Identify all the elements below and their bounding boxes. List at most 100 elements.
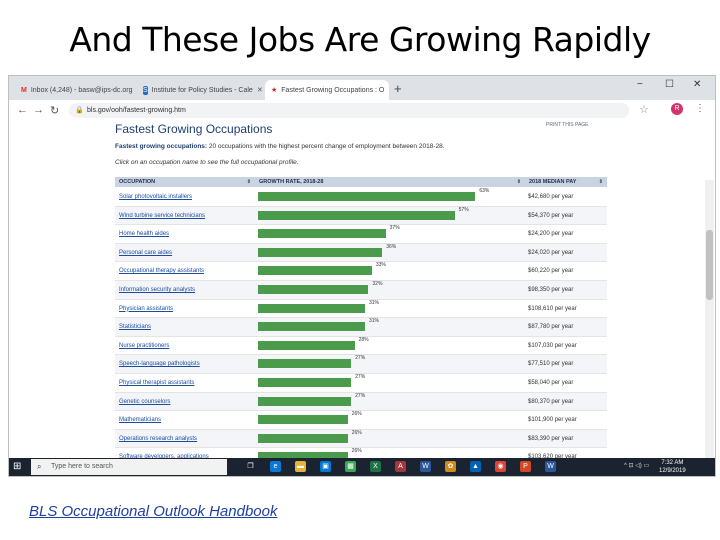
growth-bar xyxy=(258,378,352,387)
growth-bar xyxy=(258,340,355,350)
col-occupation-label: OCCUPATION xyxy=(119,179,156,185)
forward-button[interactable]: → xyxy=(33,104,44,116)
occupation-link[interactable]: Software developers, applications xyxy=(119,454,209,460)
address-bar-row: ← → ↻ 🔒 bls.gov/ooh/fastest-growing.htm … xyxy=(9,100,715,123)
growth-bar xyxy=(258,266,372,276)
clock[interactable]: 7:32 AM 12/9/2019 xyxy=(659,459,686,475)
file-explorer-icon[interactable]: ▬ xyxy=(295,461,306,472)
growth-bar xyxy=(258,415,348,425)
growth-percent: 26% xyxy=(351,411,362,418)
print-link[interactable]: PRINT THIS PAGE xyxy=(546,122,589,128)
clock-date: 12/9/2019 xyxy=(659,468,686,474)
tab-ips[interactable]: S Institute for Policy Studies - Cale ✕ xyxy=(137,80,263,100)
search-icon: ⌕ xyxy=(37,462,42,471)
occupation-link[interactable]: Physical therapist assistants xyxy=(119,380,195,386)
back-button[interactable]: ← xyxy=(17,104,28,116)
occupation-link[interactable]: Physician assistants xyxy=(119,305,174,312)
powerpoint-icon[interactable]: P xyxy=(520,461,531,472)
taskbar: ⊞ ⌕ Type here to search ❐ e ▬ ▣ ▦ X A W ✿ ▲ ◉ P W ^ … xyxy=(9,458,715,476)
occupation-link[interactable]: Personal care aides xyxy=(119,249,173,256)
close-tab-icon[interactable]: ✕ xyxy=(384,86,389,94)
growth-percent: 37% xyxy=(389,225,400,232)
growth-percent: 26% xyxy=(351,429,362,436)
occupation-link[interactable]: Nurse practitioners xyxy=(119,342,170,349)
photos-icon[interactable]: ▲ xyxy=(470,461,481,472)
taskbar-search[interactable]: ⌕ Type here to search xyxy=(31,459,227,475)
table-row: Solar photovoltaic installers 63% $42,680 … xyxy=(115,188,607,207)
windows-start-icon[interactable]: ⊞ xyxy=(13,461,22,472)
growth-percent: 63% xyxy=(479,188,490,194)
sort-icon: ⇕ xyxy=(246,179,251,185)
bookmark-star-icon[interactable]: ☆ xyxy=(639,104,649,116)
growth-percent: 31% xyxy=(368,318,379,325)
calculator-icon[interactable]: ▦ xyxy=(345,461,356,472)
occupation-link[interactable]: Home health aides xyxy=(119,231,170,238)
word2-icon[interactable]: W xyxy=(545,461,556,472)
url-text: bls.gov/ooh/fastest-growing.htm xyxy=(87,107,186,114)
word-icon[interactable]: W xyxy=(420,461,431,472)
growth-bar xyxy=(258,285,369,294)
growth-percent: 27% xyxy=(355,355,366,362)
new-tab-button[interactable]: + xyxy=(394,81,402,96)
occupation-link[interactable]: Occupational therapy assistants xyxy=(119,268,205,275)
median-pay: $60,220 per year xyxy=(528,268,574,275)
url-bar[interactable]: 🔒 bls.gov/ooh/fastest-growing.htm xyxy=(69,103,629,118)
store-icon[interactable]: ▣ xyxy=(320,461,331,472)
col-pay[interactable]: 2018 MEDIAN PAY ⇕ xyxy=(525,177,607,187)
table-row: Information security analysts 32% $98,350 … xyxy=(115,281,607,300)
occupation-link[interactable]: Information security analysts xyxy=(119,287,196,293)
occupation-link[interactable]: Statisticians xyxy=(119,324,152,331)
occupation-link[interactable]: Mathematicians xyxy=(119,417,162,424)
growth-bar xyxy=(258,359,352,369)
occupation-link[interactable]: Operations research analysts xyxy=(119,435,198,442)
close-tab-icon[interactable]: ✕ xyxy=(256,87,263,94)
hint-text: Click on an occupation name to see the f… xyxy=(115,159,299,166)
table-row: Genetic counselors 27% $80,370 per year xyxy=(115,392,607,412)
table-row: Mathematicians 26% $101,900 per year xyxy=(115,411,607,430)
close-window-button[interactable]: ✕ xyxy=(693,79,702,90)
edge-icon[interactable]: e xyxy=(270,461,281,472)
occupation-link[interactable]: Speech-language pathologists xyxy=(119,361,200,368)
profile-avatar[interactable]: R xyxy=(671,103,683,115)
table-row: Speech-language pathologists 27% $77,510 p… xyxy=(115,355,607,374)
table-row: Physical therapist assistants 27% $58,040 … xyxy=(115,374,607,393)
median-pay: $42,680 per year xyxy=(528,194,574,200)
system-tray[interactable]: ^ ⊡ ◁) ▭ xyxy=(624,463,650,469)
page-scrollbar[interactable] xyxy=(705,180,714,460)
close-tab-icon[interactable]: ✕ xyxy=(133,86,134,94)
tab-label: Inbox (4,248) - basw@ips-dc.org xyxy=(30,86,133,94)
growth-percent: 31% xyxy=(368,299,379,306)
scrollbar-thumb[interactable] xyxy=(706,230,713,300)
tab-bls[interactable]: ★ Fastest Growing Occupations : O ✕ xyxy=(265,80,389,100)
access-icon[interactable]: A xyxy=(395,461,406,472)
clock-time: 7:32 AM xyxy=(661,460,684,466)
sort-icon: ⇕ xyxy=(598,179,603,185)
task-view-icon[interactable]: ❐ xyxy=(245,461,256,472)
tab-label: Fastest Growing Occupations : O xyxy=(281,86,385,94)
taskbar-search-placeholder: Type here to search xyxy=(51,463,113,470)
paint-icon[interactable]: ✿ xyxy=(445,461,456,472)
page-title: Fastest Growing Occupations xyxy=(115,122,273,136)
excel-icon[interactable]: X xyxy=(370,461,381,472)
col-occupation[interactable]: OCCUPATION ⇕ xyxy=(115,177,255,187)
occupation-link[interactable]: Solar photovoltaic installers xyxy=(119,194,193,200)
gmail-icon: M xyxy=(21,86,27,94)
footer-link[interactable]: BLS Occupational Outlook Handbook xyxy=(29,503,278,520)
maximize-button[interactable]: ☐ xyxy=(665,79,674,90)
tab-gmail[interactable]: M Inbox (4,248) - basw@ips-dc.org ✕ xyxy=(15,80,133,100)
col-growth-label: GROWTH RATE, 2018-28 xyxy=(259,179,324,185)
growth-percent: 32% xyxy=(372,281,383,287)
browser-screenshot: M Inbox (4,248) - basw@ips-dc.org ✕ S In… xyxy=(8,75,716,477)
occupation-link[interactable]: Wind turbine service technicians xyxy=(119,212,206,219)
page-content: Fastest Growing Occupations PRINT THIS P… xyxy=(9,122,715,467)
minimize-button[interactable]: − xyxy=(637,79,643,90)
chrome-icon[interactable]: ◉ xyxy=(495,461,506,472)
menu-icon[interactable]: ⋮ xyxy=(695,103,705,114)
reload-button[interactable]: ↻ xyxy=(50,105,60,117)
occupation-link[interactable]: Genetic counselors xyxy=(119,398,171,405)
growth-percent: 26% xyxy=(351,448,362,455)
col-growth[interactable]: GROWTH RATE, 2018-28 ⇕ xyxy=(255,177,525,187)
table-row: Operations research analysts 26% $83,390 p… xyxy=(115,429,607,449)
median-pay: $83,390 per year xyxy=(528,435,574,442)
growth-percent: 36% xyxy=(386,243,397,250)
